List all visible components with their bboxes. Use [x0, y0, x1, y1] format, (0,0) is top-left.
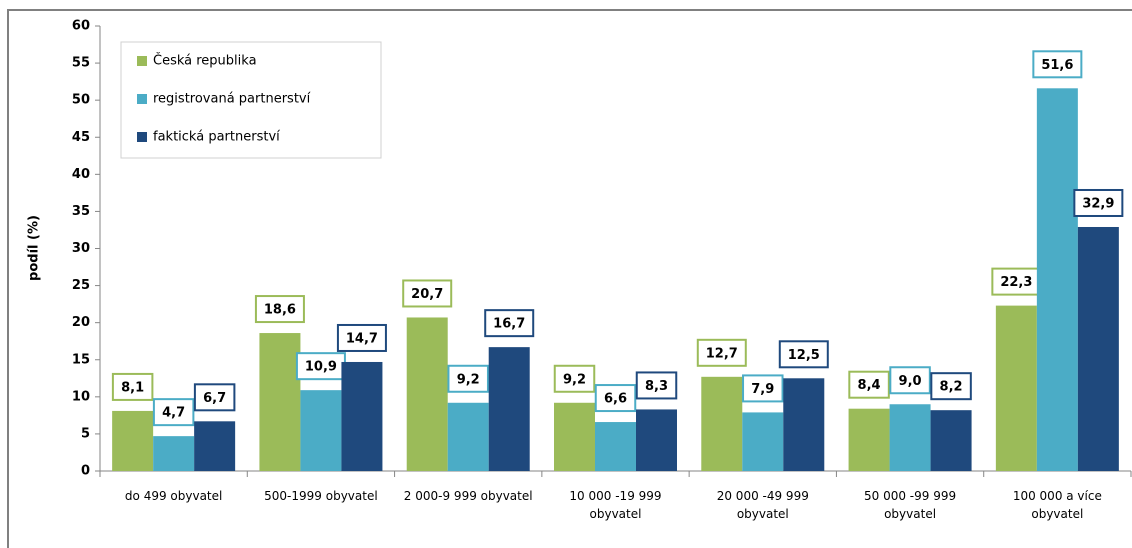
y-tick-label: 25 — [72, 278, 90, 293]
value-label-box — [696, 338, 747, 367]
y-tick-label: 60 — [72, 19, 90, 34]
bar — [259, 333, 301, 471]
bar — [783, 378, 825, 471]
y-tick-label: 15 — [72, 352, 90, 367]
value-label-box — [484, 309, 535, 338]
value-label: 6,7 — [203, 391, 226, 406]
value-label: 9,0 — [899, 374, 922, 389]
value-label-box — [447, 364, 489, 393]
value-label-box — [111, 372, 154, 401]
legend-swatch — [137, 56, 147, 66]
value-label: 20,7 — [411, 287, 443, 302]
y-tick-label: 0 — [81, 464, 90, 479]
x-tick-label-box: 50 000 -99 999 obyvatel — [864, 489, 957, 521]
bar — [300, 390, 342, 471]
bar — [889, 404, 931, 471]
value-label-box — [930, 372, 972, 401]
value-label-box — [295, 352, 346, 381]
x-tick-label-box: 100 000 a více obyvatel — [1012, 489, 1102, 521]
bar — [742, 412, 784, 471]
x-tick-label: 10 000 -19 999 obyvatel — [569, 489, 662, 521]
x-tick-label-box: 500-1999 obyvatel — [264, 489, 378, 503]
bar — [930, 410, 972, 471]
value-label: 7,9 — [751, 382, 774, 397]
value-label: 6,6 — [604, 392, 627, 407]
x-tick-label: 2 000-9 999 obyvatel — [403, 489, 533, 503]
x-tick-label-box: 2 000-9 999 obyvatel — [403, 489, 533, 503]
value-label: 14,7 — [346, 331, 378, 346]
y-tick-label: 10 — [72, 389, 90, 404]
bar — [595, 422, 636, 471]
value-label: 8,4 — [858, 378, 881, 393]
x-tick-label: 500-1999 obyvatel — [264, 489, 378, 503]
bar — [995, 305, 1037, 471]
legend-swatch — [137, 132, 147, 142]
value-label: 12,7 — [706, 346, 738, 361]
legend-label: Česká republika — [153, 53, 257, 69]
value-label-box — [742, 374, 784, 403]
bar — [194, 421, 236, 471]
value-label: 8,2 — [940, 380, 963, 395]
bar — [406, 317, 448, 471]
value-label-box — [553, 364, 596, 393]
bar — [636, 409, 677, 471]
bar — [488, 347, 530, 471]
x-tick-label-box: 10 000 -19 999 obyvatel — [569, 489, 662, 521]
legend-label: faktická partnerství — [153, 130, 280, 145]
bar — [341, 361, 383, 471]
bar — [153, 436, 195, 471]
legend-box — [120, 41, 382, 159]
value-label: 12,5 — [788, 348, 820, 363]
value-label: 10,9 — [305, 360, 337, 375]
bar — [554, 402, 595, 471]
bar — [112, 410, 154, 471]
bar — [701, 376, 743, 471]
value-label-box — [1032, 50, 1083, 79]
y-tick-label: 55 — [72, 56, 90, 71]
legend-label: registrovaná partnerství — [153, 92, 311, 107]
value-label: 8,3 — [645, 379, 668, 394]
y-tick-label: 5 — [81, 426, 90, 441]
value-label: 16,7 — [493, 317, 525, 332]
value-label: 32,9 — [1082, 196, 1114, 211]
value-label-box — [254, 295, 305, 324]
bar — [447, 402, 489, 471]
y-tick-label: 50 — [72, 93, 90, 108]
value-label: 22,3 — [1000, 275, 1032, 290]
value-label: 4,7 — [162, 406, 185, 421]
value-label-box — [635, 371, 678, 400]
x-tick-label-box: 20 000 -49 999 obyvatel — [716, 489, 809, 521]
y-tick-label: 35 — [72, 204, 90, 219]
value-label: 18,6 — [264, 303, 296, 318]
value-label-box — [778, 340, 829, 369]
bar — [1077, 226, 1119, 471]
y-tick-label: 30 — [72, 241, 90, 256]
x-tick-label: 20 000 -49 999 obyvatel — [716, 489, 809, 521]
y-tick-label: 20 — [72, 315, 90, 330]
value-label-box — [193, 383, 236, 412]
value-label-box — [1073, 188, 1124, 217]
x-tick-label-box: do 499 obyvatel — [124, 489, 223, 503]
x-tick-label: do 499 obyvatel — [124, 489, 223, 503]
x-tick-label: 100 000 a více obyvatel — [1012, 489, 1102, 521]
value-label-box — [594, 384, 637, 413]
bar — [848, 408, 890, 471]
value-label-box — [889, 366, 931, 395]
y-tick-label: 40 — [72, 167, 90, 182]
value-label: 8,1 — [121, 380, 144, 395]
bar — [1036, 88, 1078, 472]
frame — [7, 9, 1132, 548]
y-tick-label: 45 — [72, 130, 90, 145]
value-label: 9,2 — [563, 372, 586, 387]
legend-swatch — [137, 94, 147, 104]
value-label-box — [402, 279, 453, 308]
x-tick-label: 50 000 -99 999 obyvatel — [864, 489, 957, 521]
value-label-box — [848, 370, 890, 399]
value-label-box — [336, 323, 387, 352]
value-label: 51,6 — [1041, 58, 1073, 73]
value-label: 9,2 — [457, 372, 480, 387]
y-axis-label: podíl (%) — [27, 215, 42, 281]
value-label-box — [152, 398, 195, 427]
